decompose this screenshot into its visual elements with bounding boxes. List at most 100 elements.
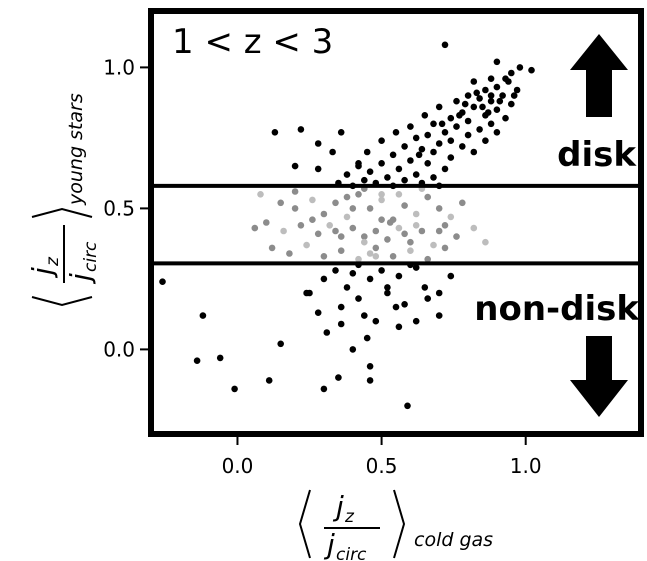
data-point xyxy=(484,109,492,116)
svg-text:circ: circ xyxy=(336,545,367,561)
data-point xyxy=(309,216,316,223)
data-point xyxy=(216,354,224,362)
data-point xyxy=(464,117,472,125)
data-point xyxy=(435,205,443,212)
data-point xyxy=(513,86,521,94)
data-point xyxy=(435,289,443,297)
data-point xyxy=(366,250,374,257)
data-point xyxy=(447,114,455,122)
data-point xyxy=(487,75,495,82)
svg-text:young stars: young stars xyxy=(65,93,87,206)
data-point xyxy=(395,323,403,331)
data-point xyxy=(421,284,429,291)
data-point xyxy=(459,199,466,207)
data-point xyxy=(470,224,478,232)
data-point xyxy=(361,312,368,319)
data-point xyxy=(453,97,460,105)
data-point xyxy=(332,227,339,235)
data-point xyxy=(493,129,501,136)
data-point xyxy=(461,100,469,108)
svg-text:z: z xyxy=(43,256,63,267)
data-point xyxy=(378,267,385,274)
data-point xyxy=(502,75,509,82)
data-point xyxy=(516,64,524,71)
data-point xyxy=(343,171,351,178)
data-point xyxy=(464,92,472,99)
data-point xyxy=(493,83,501,91)
data-point xyxy=(291,188,299,195)
data-point xyxy=(265,377,273,384)
data-point xyxy=(389,216,397,223)
x-tick-label: 0.0 xyxy=(222,454,254,478)
data-point xyxy=(277,340,285,348)
data-point xyxy=(309,196,316,204)
data-point xyxy=(407,157,414,164)
data-point xyxy=(493,58,501,66)
data-point xyxy=(424,131,432,139)
data-point xyxy=(366,275,374,283)
data-point xyxy=(349,205,357,212)
data-point xyxy=(447,272,455,280)
data-point xyxy=(441,222,449,229)
data-point xyxy=(479,103,486,111)
plot-frame xyxy=(148,8,644,437)
data-point xyxy=(453,233,460,240)
data-point xyxy=(286,250,293,257)
arrow-down-icon xyxy=(570,336,628,417)
data-point xyxy=(332,267,339,274)
data-point xyxy=(349,270,357,277)
data-point xyxy=(435,312,443,319)
data-point xyxy=(487,92,495,99)
data-point xyxy=(493,106,501,113)
data-point xyxy=(378,137,385,144)
non-disk-label: non-disk xyxy=(474,289,640,329)
data-point xyxy=(395,224,403,232)
data-point xyxy=(314,165,322,173)
data-point xyxy=(343,213,351,221)
data-point xyxy=(335,374,342,381)
data-point xyxy=(372,317,380,325)
data-point xyxy=(401,202,408,209)
data-point xyxy=(421,112,429,119)
data-point xyxy=(459,143,466,150)
data-point xyxy=(476,95,483,102)
data-point xyxy=(412,210,420,218)
data-point xyxy=(435,140,443,147)
data-point xyxy=(401,143,408,150)
data-point xyxy=(343,193,351,201)
data-point xyxy=(326,222,334,229)
data-point xyxy=(361,176,368,184)
x-tick-label: 1.0 xyxy=(510,454,542,478)
disk-label: disk xyxy=(557,135,637,175)
data-point xyxy=(430,174,437,181)
data-point xyxy=(502,114,509,122)
svg-text:circ: circ xyxy=(81,241,101,272)
data-point xyxy=(438,120,446,128)
data-point xyxy=(395,272,403,280)
data-point xyxy=(395,191,403,198)
arrow-up-icon xyxy=(570,34,628,117)
data-point xyxy=(320,210,328,218)
data-point xyxy=(355,295,362,302)
data-point xyxy=(366,377,374,384)
data-point xyxy=(366,168,374,175)
data-point xyxy=(329,148,336,156)
data-point xyxy=(280,227,287,235)
data-point xyxy=(392,129,400,136)
y-axis-label: j z j circ young stars xyxy=(26,93,101,307)
data-point xyxy=(401,176,408,184)
data-point xyxy=(332,199,339,207)
redshift-annotation: 1 < z < 3 xyxy=(172,22,333,62)
data-point xyxy=(418,145,426,153)
x-tick-label: 0.5 xyxy=(366,454,398,478)
svg-text:cold gas: cold gas xyxy=(414,529,493,551)
data-point xyxy=(271,129,279,136)
data-point xyxy=(435,103,443,111)
data-point xyxy=(343,284,351,291)
data-point xyxy=(363,148,371,156)
data-point xyxy=(384,289,391,297)
data-point xyxy=(482,86,489,94)
data-point xyxy=(510,92,518,99)
data-point xyxy=(470,103,478,111)
